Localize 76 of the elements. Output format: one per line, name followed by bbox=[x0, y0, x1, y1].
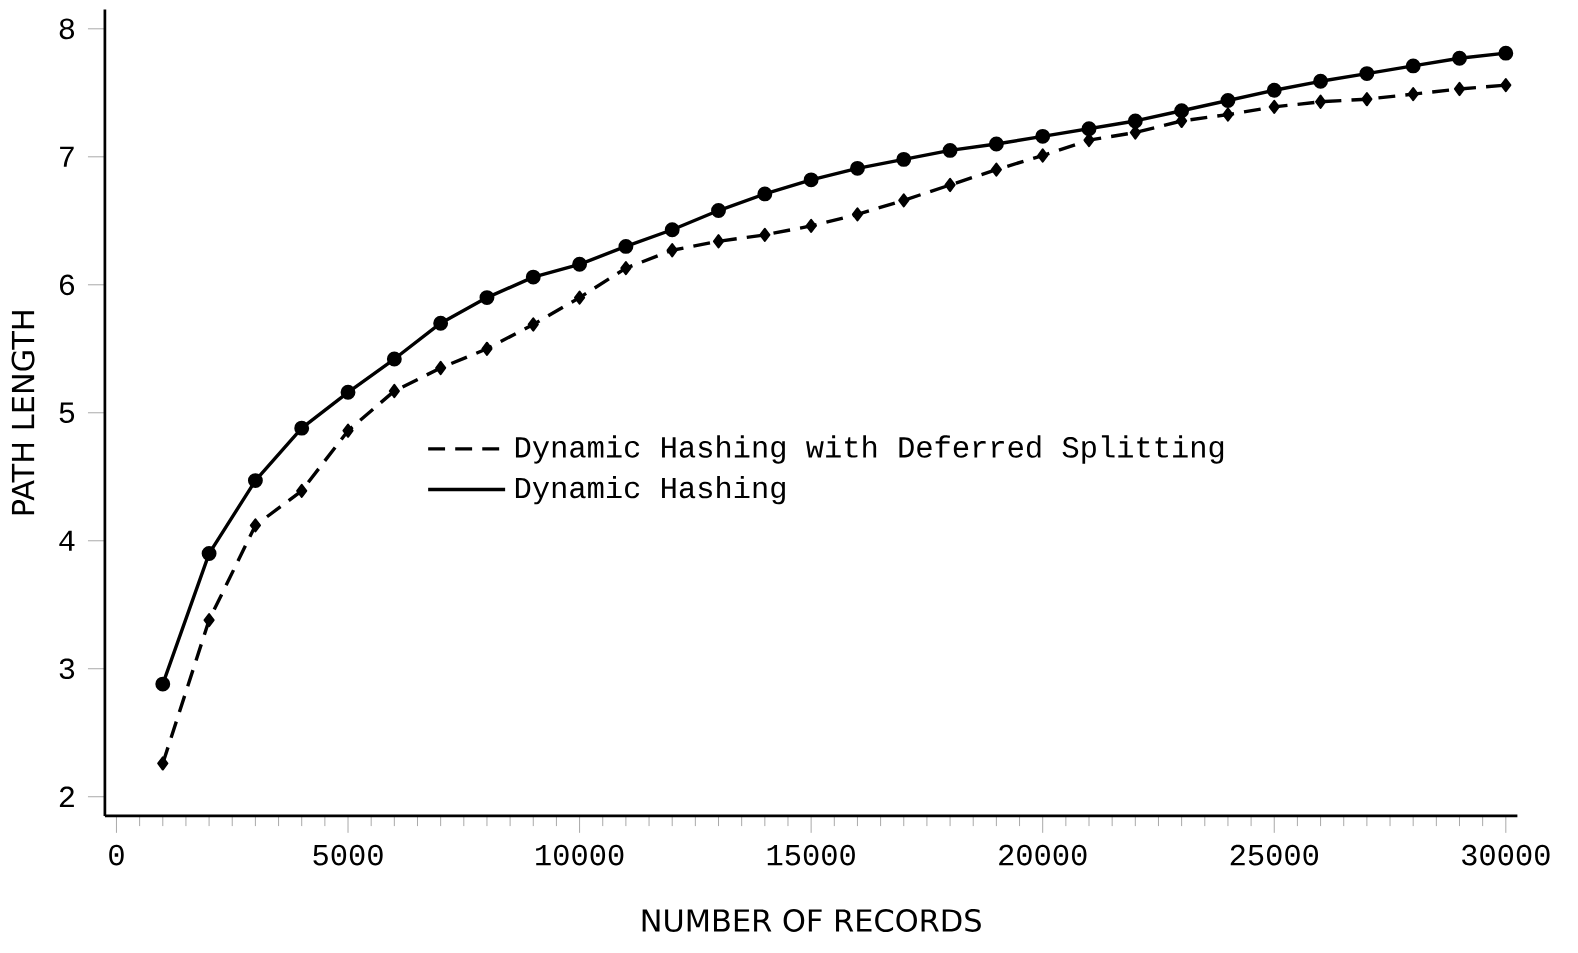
y-tick-label: 7 bbox=[60, 147, 74, 168]
point bbox=[1359, 66, 1375, 82]
x-tick-label: 5000 bbox=[313, 845, 383, 866]
point bbox=[157, 756, 169, 771]
point bbox=[1500, 78, 1512, 93]
x-axis-title: NUMBER OF RECORDS bbox=[642, 909, 981, 933]
point bbox=[1407, 87, 1419, 102]
point bbox=[1083, 133, 1095, 148]
point bbox=[249, 518, 261, 533]
point bbox=[620, 261, 632, 276]
point bbox=[296, 483, 308, 499]
point bbox=[525, 269, 541, 285]
point bbox=[1127, 113, 1143, 129]
point bbox=[851, 207, 864, 222]
point bbox=[1313, 74, 1329, 89]
point bbox=[759, 227, 771, 243]
point bbox=[527, 317, 539, 332]
point bbox=[203, 613, 215, 628]
x-tick-label: 25000 bbox=[1230, 845, 1319, 866]
point bbox=[990, 162, 1002, 177]
point bbox=[340, 385, 356, 400]
point bbox=[850, 161, 865, 176]
point bbox=[944, 178, 956, 193]
point bbox=[573, 290, 586, 305]
point bbox=[757, 186, 773, 202]
point bbox=[1453, 82, 1466, 97]
point bbox=[618, 239, 634, 255]
y-axis-title: PATH LENGTH bbox=[11, 311, 35, 515]
point bbox=[435, 361, 447, 376]
point bbox=[572, 257, 588, 272]
point bbox=[155, 676, 171, 692]
point bbox=[247, 473, 263, 489]
x-tick-label: 10000 bbox=[536, 845, 624, 866]
x-tick-label: 20000 bbox=[999, 845, 1087, 866]
point bbox=[896, 152, 912, 168]
point bbox=[1174, 103, 1190, 119]
y-tick-label: 5 bbox=[59, 402, 75, 424]
y-tick-label: 6 bbox=[59, 274, 75, 296]
point bbox=[664, 222, 680, 238]
point bbox=[942, 143, 958, 159]
point bbox=[1361, 92, 1373, 107]
point bbox=[479, 290, 495, 306]
point bbox=[1498, 45, 1514, 61]
point bbox=[342, 423, 354, 439]
point bbox=[1452, 51, 1467, 66]
y-tick-label: 8 bbox=[59, 18, 75, 40]
x-tick-label: 0 bbox=[109, 845, 124, 866]
y-tick-label: 3 bbox=[59, 658, 75, 680]
y-tick-label: 4 bbox=[59, 530, 75, 551]
point bbox=[1405, 58, 1421, 74]
x-tick-label: 30000 bbox=[1462, 845, 1550, 866]
point bbox=[1222, 107, 1234, 122]
point bbox=[988, 136, 1004, 152]
point bbox=[712, 234, 725, 249]
legend-label: Dynamic Hashing bbox=[515, 476, 785, 505]
point bbox=[666, 243, 678, 258]
point bbox=[711, 203, 726, 219]
point bbox=[898, 193, 910, 208]
point bbox=[386, 351, 402, 367]
y-tick-label: 2 bbox=[59, 786, 74, 808]
point bbox=[294, 420, 310, 436]
point bbox=[803, 172, 819, 188]
point bbox=[1037, 148, 1049, 163]
point bbox=[805, 219, 817, 234]
x-tick-label: 15000 bbox=[767, 845, 855, 866]
point bbox=[481, 341, 493, 357]
point bbox=[1035, 129, 1051, 144]
point bbox=[388, 384, 400, 399]
point bbox=[433, 315, 449, 331]
point bbox=[201, 546, 217, 562]
point bbox=[1081, 121, 1097, 137]
point bbox=[1268, 100, 1280, 115]
point bbox=[1266, 83, 1282, 98]
point bbox=[1314, 94, 1327, 110]
point bbox=[1220, 93, 1236, 109]
legend-label: Dynamic Hashing with Deferred Splitting bbox=[515, 435, 1224, 464]
